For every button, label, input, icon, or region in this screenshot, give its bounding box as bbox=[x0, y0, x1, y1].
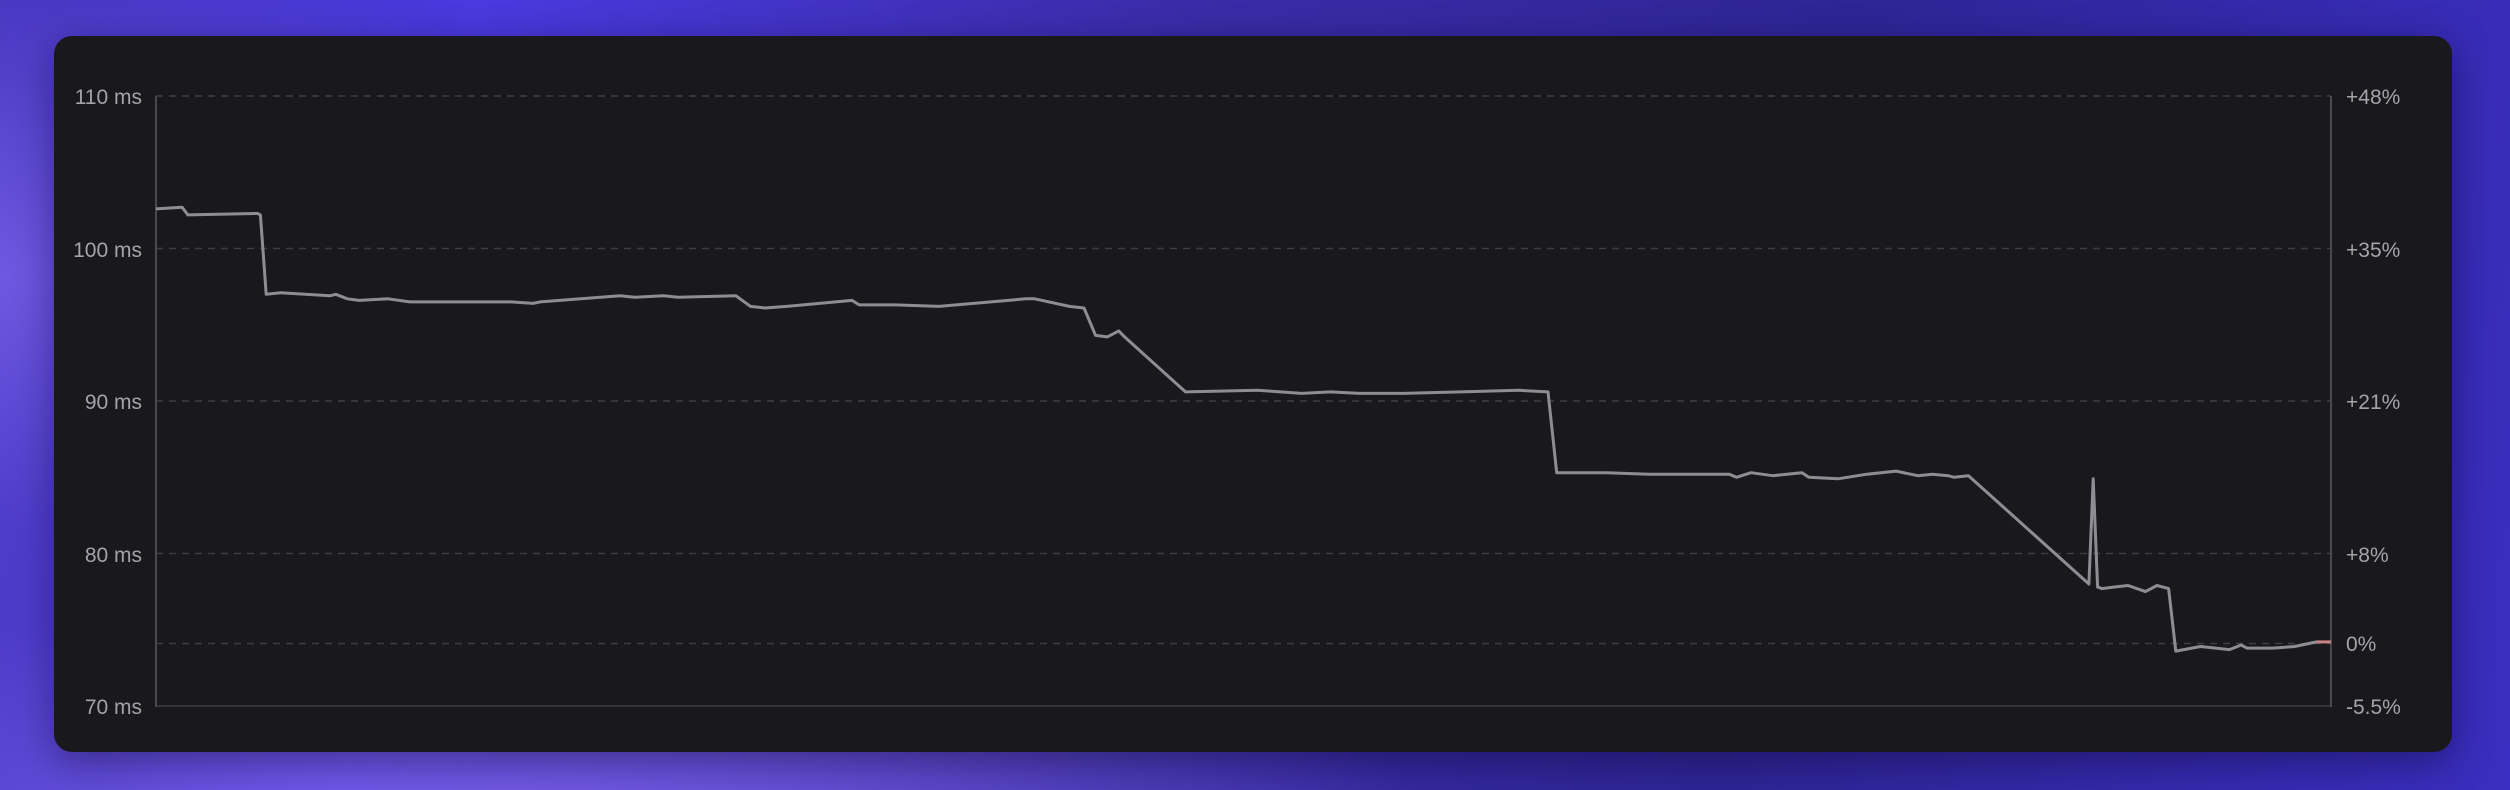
y2-tick-label: +48% bbox=[2346, 86, 2400, 109]
y2-tick-label: -5.5% bbox=[2346, 696, 2401, 719]
y2-tick-label: +8% bbox=[2346, 544, 2389, 567]
left-tick-labels: 110 ms 100 ms 90 ms 80 ms 70 ms bbox=[73, 86, 142, 719]
y2-tick-label: +35% bbox=[2346, 239, 2400, 262]
y-tick-label: 80 ms bbox=[85, 544, 142, 567]
grid-lines bbox=[156, 95, 2331, 707]
series-group bbox=[155, 205, 2331, 653]
y-tick-label: 90 ms bbox=[85, 391, 142, 414]
y2-tick-label: 0% bbox=[2346, 633, 2376, 656]
y-tick-label: 110 ms bbox=[75, 86, 142, 109]
right-tick-labels: +48% +35% +21% +8% 0% -5.5% bbox=[2346, 86, 2401, 719]
y-tick-label: 70 ms bbox=[85, 696, 142, 719]
series-line bbox=[155, 205, 2317, 653]
chart-card bbox=[54, 36, 2452, 752]
y-tick-label: 100 ms bbox=[73, 239, 142, 262]
axes bbox=[155, 96, 2332, 707]
y2-tick-label: +21% bbox=[2346, 391, 2400, 414]
